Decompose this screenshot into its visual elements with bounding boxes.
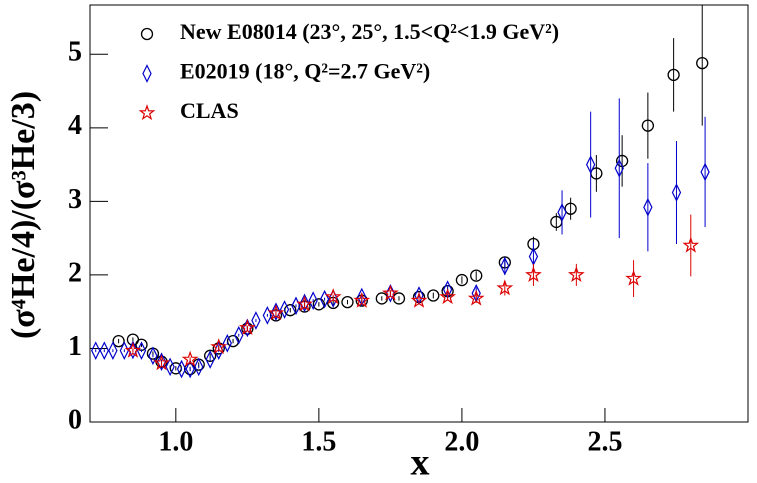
data-point — [625, 269, 642, 286]
data-point — [267, 304, 285, 321]
data-point — [564, 202, 577, 215]
data-point — [112, 334, 125, 348]
data-point — [427, 289, 440, 302]
data-point — [381, 284, 399, 301]
data-point — [671, 183, 682, 202]
x-tick-label: 2.5 — [587, 426, 622, 457]
data-point — [585, 155, 596, 174]
legend-marker — [138, 104, 156, 121]
data-point — [299, 293, 310, 313]
data-point — [108, 341, 118, 361]
y-axis-label: (σ⁴He/4)/(σ³He/3) — [5, 91, 42, 339]
legend-label: E02019 (18°, Q²=2.7 GeV²) — [180, 59, 430, 84]
data-point — [357, 287, 367, 307]
data-point — [467, 289, 485, 306]
x-tick-label: 2.0 — [444, 426, 479, 457]
data-point — [455, 273, 469, 287]
data-point — [91, 341, 101, 361]
data-point — [99, 341, 109, 361]
data-point — [226, 334, 240, 348]
data-point — [185, 359, 195, 379]
data-point — [148, 346, 158, 366]
data-point — [296, 295, 313, 312]
data-point — [614, 158, 624, 178]
data-point — [324, 288, 342, 305]
y-tick-label: 2 — [68, 257, 82, 288]
y-tick-label: 5 — [68, 37, 82, 68]
data-point — [328, 289, 338, 308]
data-point — [500, 256, 510, 276]
data-point — [410, 291, 428, 308]
data-point — [641, 119, 655, 132]
legend-label: CLAS — [180, 98, 239, 123]
legend-label: New E08014 (23°, 25°, 1.5<Q²<1.9 GeV²) — [180, 19, 559, 44]
data-point — [165, 357, 175, 377]
y-tick-label: 3 — [68, 184, 82, 215]
data-point — [176, 359, 187, 379]
data-point — [271, 302, 281, 322]
data-point — [682, 236, 700, 253]
data-point — [279, 300, 290, 319]
data-point — [667, 68, 680, 82]
data-point — [567, 266, 585, 283]
data-point — [496, 279, 514, 296]
data-point — [353, 291, 371, 308]
data-point — [470, 269, 483, 282]
data-point — [241, 322, 254, 335]
data-point — [153, 354, 170, 371]
x-tick-label: 1.0 — [158, 426, 193, 457]
legend-marker — [140, 27, 154, 41]
data-point — [222, 333, 232, 353]
data-point — [238, 319, 256, 336]
data-point — [234, 325, 244, 345]
y-tick-label: 4 — [68, 110, 82, 141]
data-point — [696, 56, 709, 70]
data-point — [210, 338, 228, 355]
data-point — [341, 295, 354, 309]
x-tick-label: 1.5 — [301, 426, 336, 457]
data-point — [205, 350, 215, 369]
data-point — [156, 352, 167, 372]
data-point — [262, 306, 273, 325]
data-point — [251, 311, 261, 330]
y-tick-label: 0 — [68, 404, 82, 435]
data-point — [643, 197, 653, 217]
data-point — [124, 341, 142, 358]
plot-frame — [89, 4, 749, 423]
x-axis-label: x — [411, 442, 430, 483]
data-point — [319, 289, 330, 309]
data-point — [308, 291, 318, 310]
data-point — [439, 288, 457, 305]
data-point — [181, 350, 199, 367]
data-point — [700, 162, 710, 182]
legend-marker — [142, 64, 152, 83]
data-point — [557, 203, 567, 222]
data-point — [525, 266, 542, 283]
data-point — [194, 357, 204, 377]
data-point — [128, 340, 138, 360]
data-point — [312, 298, 326, 311]
y-tick-label: 1 — [68, 331, 82, 362]
